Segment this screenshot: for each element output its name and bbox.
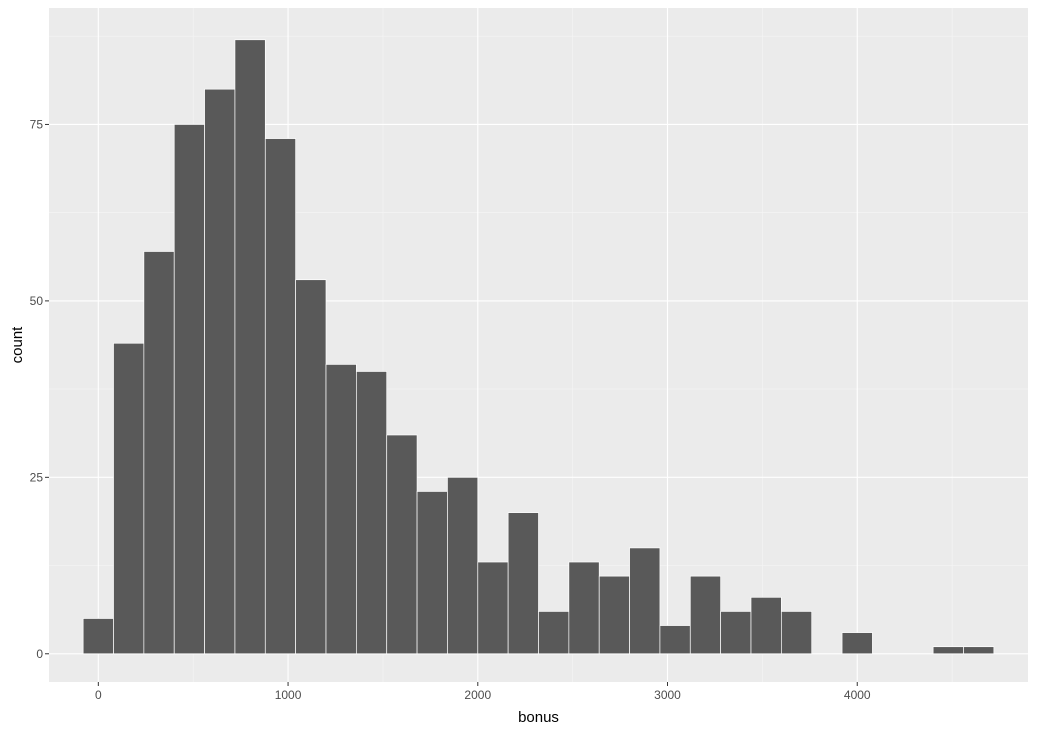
histogram-bar (204, 88, 236, 655)
histogram-bar (173, 124, 205, 655)
histogram-bar (750, 596, 782, 655)
histogram-bar (659, 625, 691, 655)
histogram-bar (113, 342, 145, 655)
x-tick-label: 2000 (464, 688, 491, 702)
histogram-bar (963, 646, 995, 655)
histogram-bar (538, 611, 570, 655)
x-tick-label: 1000 (275, 688, 302, 702)
histogram-bar (325, 364, 357, 655)
histogram-bar (356, 371, 388, 655)
y-tick-label: 25 (30, 470, 44, 484)
x-axis-ticks: 0 1000 2000 3000 4000 (95, 682, 871, 702)
x-tick-label: 3000 (654, 688, 681, 702)
histogram-bar (234, 39, 266, 655)
histogram-bar (689, 575, 721, 655)
histogram-bar (781, 611, 813, 655)
y-tick-label: 75 (30, 117, 44, 131)
x-tick-label: 0 (95, 688, 102, 702)
x-axis-title: bonus (518, 709, 559, 726)
histogram-bar (82, 618, 114, 655)
histogram-bar (295, 279, 327, 655)
histogram-bar (598, 575, 630, 655)
x-tick-label: 4000 (844, 688, 871, 702)
histogram-bar (264, 138, 296, 655)
histogram-bar (386, 434, 418, 655)
histogram-bar (568, 561, 600, 655)
y-axis-title: count (9, 326, 26, 364)
histogram-bar (416, 491, 448, 655)
y-tick-label: 50 (30, 294, 44, 308)
histogram-bar (932, 646, 964, 655)
histogram-bar (841, 632, 873, 655)
histogram-bar (720, 611, 752, 655)
histogram-bar (477, 561, 509, 655)
histogram-bar (507, 512, 539, 655)
histogram-bar (629, 547, 661, 655)
histogram-bars (82, 39, 995, 655)
histogram-bar (143, 251, 175, 655)
histogram-bar (447, 476, 479, 655)
y-tick-label: 0 (36, 647, 43, 661)
y-axis-ticks: 0 25 50 75 (30, 117, 49, 661)
